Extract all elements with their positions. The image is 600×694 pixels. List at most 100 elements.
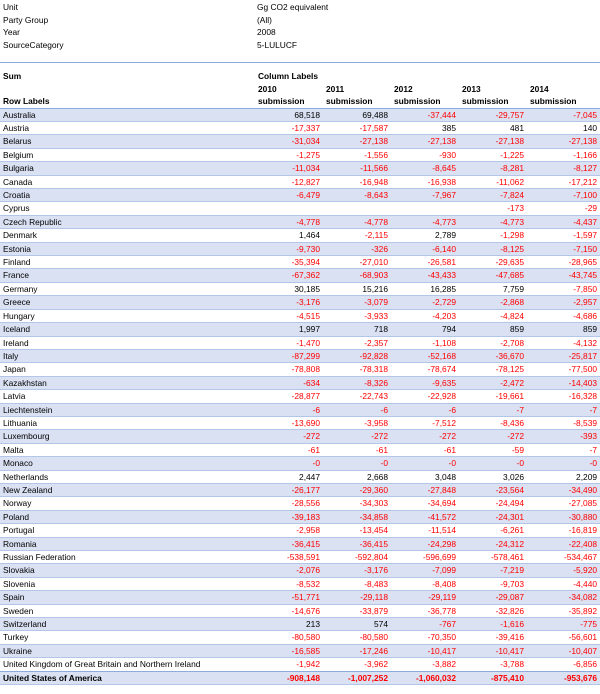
- value-cell[interactable]: -78,318: [359, 364, 388, 375]
- value-cell[interactable]: -16,948: [359, 176, 388, 187]
- value-cell[interactable]: -6: [323, 402, 391, 417]
- value-cell[interactable]: -56,601: [568, 632, 598, 643]
- value-cell[interactable]: -8,326: [323, 375, 391, 391]
- value-cell[interactable]: -2,957: [527, 295, 600, 310]
- value-cell[interactable]: -17,212: [568, 176, 598, 187]
- row-label[interactable]: Russian Federation: [3, 552, 76, 562]
- row-label[interactable]: Switzerland: [0, 617, 255, 632]
- value-cell[interactable]: -8,436: [500, 417, 524, 428]
- row-label[interactable]: Estonia: [0, 241, 255, 257]
- row-label[interactable]: Austria: [3, 123, 30, 133]
- value-cell[interactable]: 794: [391, 322, 459, 337]
- value-cell[interactable]: -2,076: [255, 563, 323, 578]
- value-cell[interactable]: -775: [527, 617, 600, 632]
- value-cell[interactable]: 2,209: [576, 471, 598, 482]
- value-cell[interactable]: -27,138: [391, 134, 459, 149]
- value-cell[interactable]: -23,564: [459, 482, 527, 498]
- value-cell[interactable]: -24,494: [495, 498, 524, 509]
- value-cell[interactable]: -0: [527, 456, 600, 471]
- value-cell[interactable]: -5,920: [527, 563, 600, 578]
- value-cell[interactable]: -36,415: [255, 536, 323, 552]
- row-label[interactable]: Poland: [0, 509, 255, 525]
- value-cell[interactable]: -4,773: [391, 214, 459, 230]
- value-cell[interactable]: -24,301: [459, 509, 527, 525]
- value-cell[interactable]: 718: [323, 322, 391, 337]
- value-cell[interactable]: -634: [255, 375, 323, 391]
- value-cell[interactable]: -36,670: [459, 348, 527, 364]
- row-label[interactable]: New Zealand: [0, 482, 255, 498]
- value-cell[interactable]: 2,668: [367, 471, 388, 482]
- value-cell[interactable]: -1,556: [364, 149, 388, 160]
- value-cell[interactable]: -27,085: [568, 498, 598, 509]
- value-cell[interactable]: -80,580: [291, 632, 320, 643]
- value-cell[interactable]: -0: [323, 456, 391, 471]
- value-cell[interactable]: -29,757: [459, 107, 527, 123]
- filter-value[interactable]: (All): [257, 14, 272, 25]
- value-cell[interactable]: -393: [527, 429, 600, 444]
- value-cell[interactable]: -578,461: [490, 552, 524, 562]
- value-cell[interactable]: -92,828: [323, 348, 391, 364]
- value-cell[interactable]: -34,694: [427, 498, 456, 509]
- value-cell[interactable]: -3,933: [364, 310, 388, 321]
- value-cell[interactable]: -3,962: [364, 659, 388, 670]
- value-cell[interactable]: -33,879: [359, 605, 388, 616]
- value-cell[interactable]: -26,581: [427, 257, 456, 268]
- value-cell[interactable]: -953,676: [527, 670, 600, 686]
- value-cell[interactable]: -538,591: [286, 552, 320, 562]
- value-cell[interactable]: -2,708: [500, 337, 524, 348]
- value-cell[interactable]: -7,045: [527, 107, 600, 123]
- value-cell[interactable]: -27,010: [359, 257, 388, 268]
- column-suffix[interactable]: submission: [459, 95, 527, 109]
- filter-value[interactable]: Gg CO2 equivalent: [257, 2, 329, 12]
- value-cell[interactable]: [391, 202, 459, 215]
- value-cell[interactable]: -4,132: [573, 337, 598, 348]
- value-cell[interactable]: -19,661: [495, 391, 524, 402]
- row-label[interactable]: Turkey: [3, 632, 29, 643]
- value-cell[interactable]: -1,060,032: [391, 670, 459, 686]
- value-cell[interactable]: -4,778: [323, 214, 391, 230]
- value-cell[interactable]: 15,216: [362, 283, 388, 294]
- value-cell[interactable]: -59: [511, 444, 524, 455]
- value-cell[interactable]: 3,048: [435, 471, 456, 482]
- value-cell[interactable]: -10,407: [527, 643, 600, 659]
- value-cell[interactable]: -1,616: [459, 617, 527, 632]
- value-cell[interactable]: -8,643: [323, 188, 391, 203]
- value-cell[interactable]: -68,903: [323, 268, 391, 283]
- filter-value[interactable]: 5-LULUCF: [257, 39, 298, 50]
- value-cell[interactable]: 481: [510, 123, 524, 133]
- value-cell[interactable]: -78,674: [427, 364, 456, 375]
- row-label[interactable]: Finland: [3, 257, 31, 268]
- value-cell[interactable]: -9,730: [255, 241, 323, 257]
- value-cell[interactable]: -4,773: [459, 214, 527, 230]
- value-cell[interactable]: -24,298: [391, 536, 459, 552]
- value-cell[interactable]: -930: [439, 149, 456, 160]
- value-cell[interactable]: -80,580: [359, 632, 388, 643]
- value-cell[interactable]: -11,566: [323, 161, 391, 176]
- value-cell[interactable]: -13,690: [291, 417, 320, 428]
- value-cell[interactable]: -11,514: [428, 525, 456, 536]
- value-cell[interactable]: -11,034: [255, 161, 323, 176]
- value-cell[interactable]: -14,403: [527, 375, 600, 391]
- value-cell[interactable]: -43,433: [391, 268, 459, 283]
- value-cell[interactable]: -61: [375, 444, 388, 455]
- value-cell[interactable]: -0: [459, 456, 527, 471]
- value-cell[interactable]: -2,958: [296, 525, 320, 536]
- value-cell[interactable]: -7: [527, 402, 600, 417]
- value-cell[interactable]: 140: [583, 123, 598, 133]
- value-cell[interactable]: -25,817: [527, 348, 600, 364]
- value-cell[interactable]: -16,819: [568, 525, 598, 536]
- column-year[interactable]: 2014: [530, 83, 549, 94]
- column-suffix[interactable]: submission: [527, 95, 600, 109]
- value-cell[interactable]: 1,997: [255, 322, 323, 337]
- value-cell[interactable]: -17,337: [291, 123, 320, 133]
- value-cell[interactable]: -24,312: [459, 536, 527, 552]
- column-year[interactable]: 2012: [394, 83, 413, 94]
- value-cell[interactable]: -9,635: [391, 375, 459, 391]
- value-cell[interactable]: -592,804: [354, 552, 388, 562]
- value-cell[interactable]: -10,417: [391, 643, 459, 659]
- row-label[interactable]: Norway: [3, 498, 32, 509]
- value-cell[interactable]: -52,168: [391, 348, 459, 364]
- row-label[interactable]: Sweden: [3, 605, 34, 616]
- value-cell[interactable]: -30,880: [527, 509, 600, 525]
- value-cell[interactable]: -1,166: [573, 149, 598, 160]
